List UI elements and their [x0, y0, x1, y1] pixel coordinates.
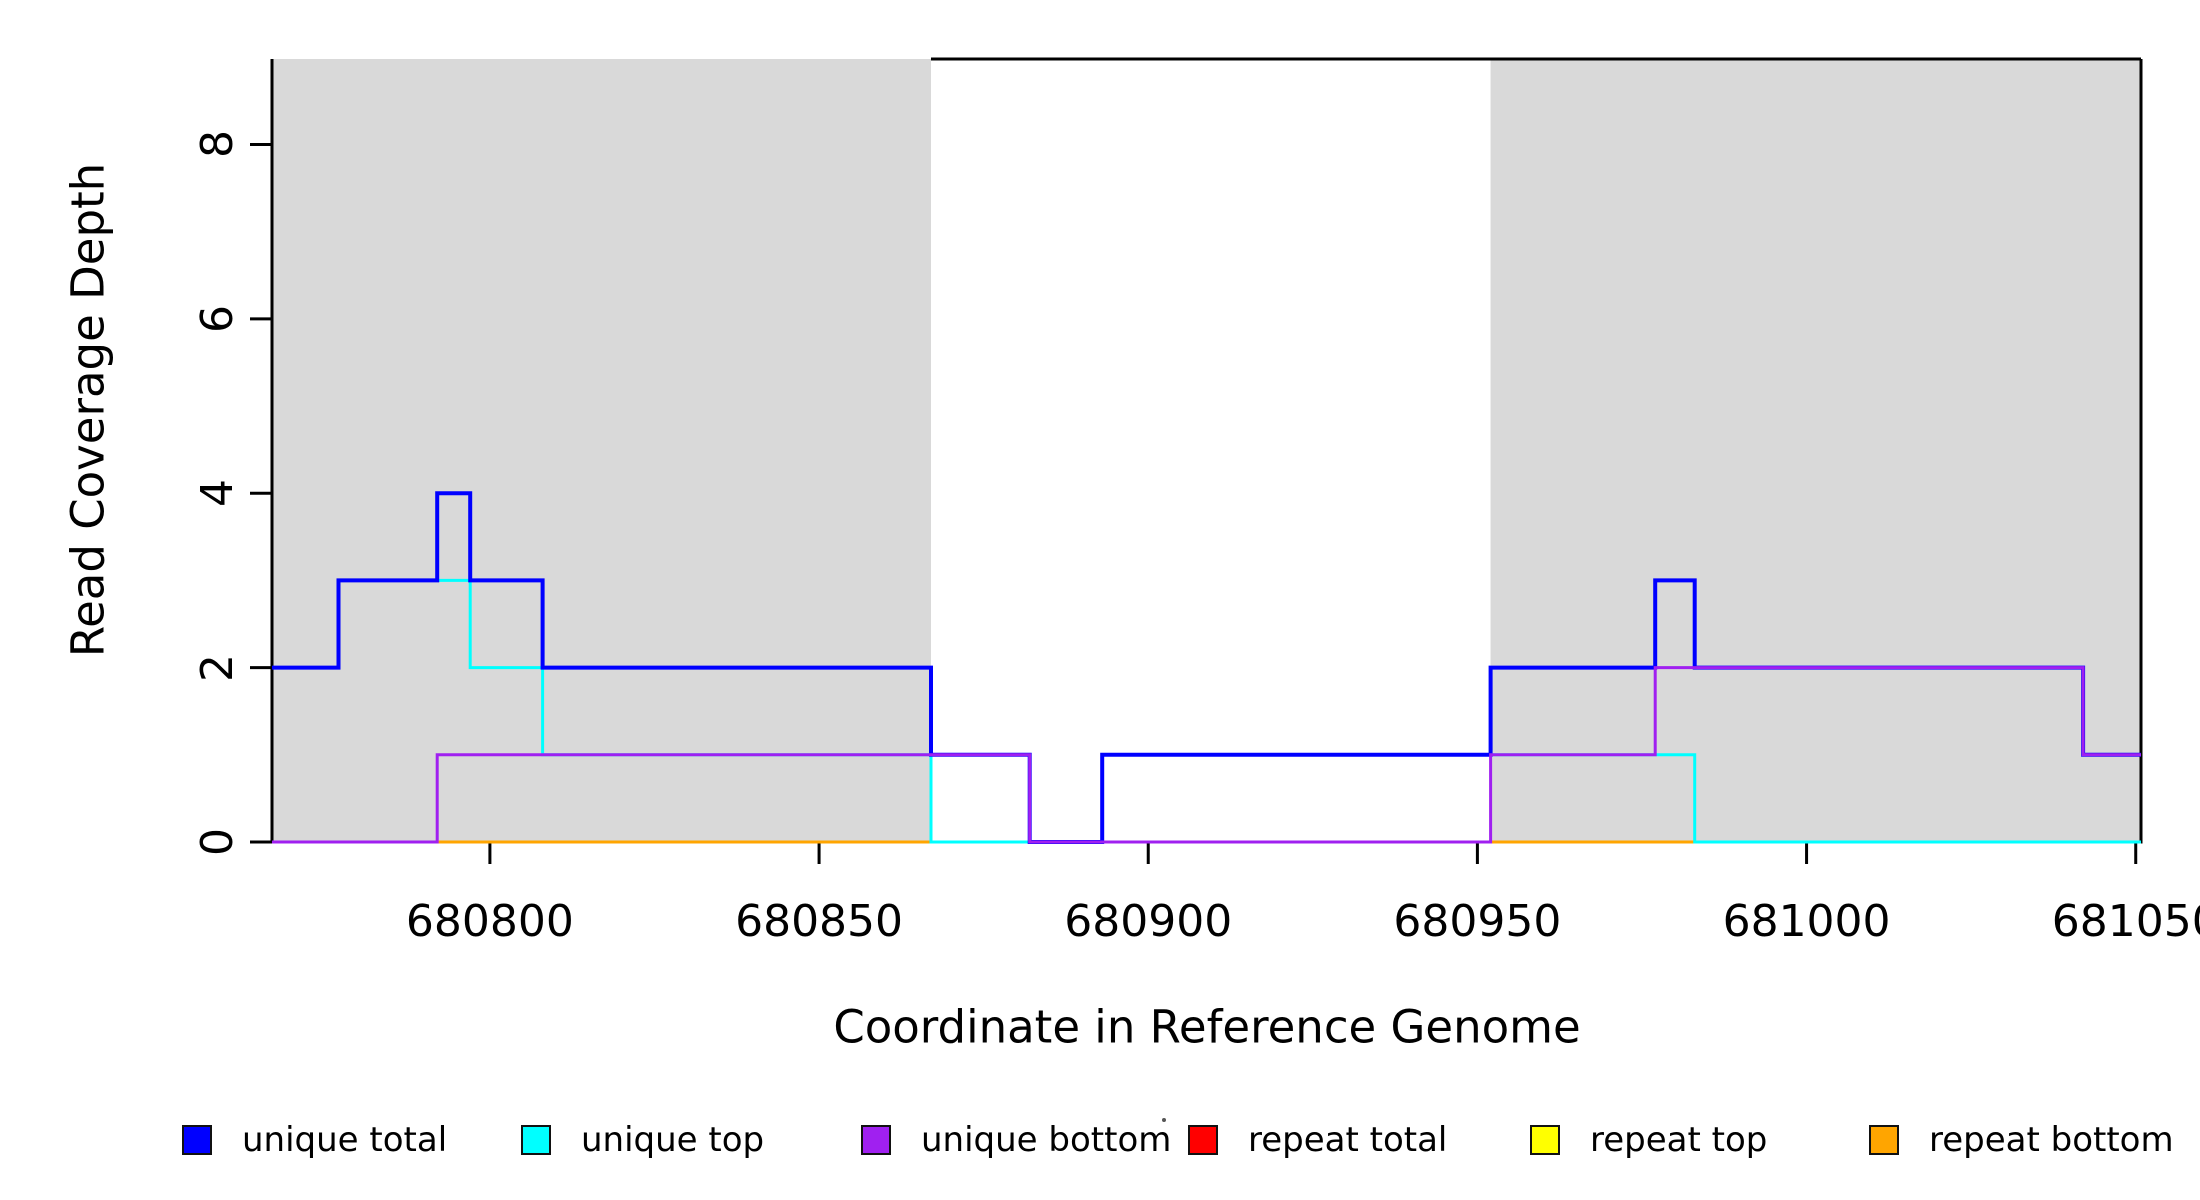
x-tick-label-680900: 680900 [1064, 896, 1233, 947]
legend-item-unique-top: unique top [521, 1120, 764, 1160]
legend-item-repeat-total: repeat total [1188, 1120, 1447, 1160]
legend-label-repeat-total: repeat total [1248, 1120, 1448, 1160]
legend-label-unique-top: unique top [581, 1120, 765, 1160]
legend-swatch-repeat-total [1188, 1125, 1218, 1155]
legend-label-unique-total: unique total [242, 1120, 448, 1160]
legend-item-unique-bottom: unique bottom [861, 1120, 1171, 1160]
x-axis-title: Coordinate in Reference Genome [833, 1000, 1581, 1054]
y-tick-label-0: 0 [191, 828, 243, 856]
legend-swatch-repeat-top [1530, 1125, 1560, 1155]
y-tick-label-2: 2 [191, 653, 243, 682]
series-line-unique-bottom [272, 666, 2141, 844]
legend-label-repeat-bottom: repeat bottom [1929, 1120, 2174, 1160]
y-tick-label-8: 8 [191, 130, 243, 159]
legend-item-repeat-bottom: repeat bottom [1869, 1120, 2174, 1160]
x-tick-label-680850: 680850 [735, 896, 904, 947]
x-tick-label-681000: 681000 [1722, 896, 1891, 947]
legend-item-unique-total: unique total [182, 1120, 447, 1160]
legend-swatch-unique-bottom [861, 1125, 891, 1155]
legend-item-repeat-top: repeat top [1530, 1120, 1767, 1160]
legend-label-unique-bottom: unique bottom [921, 1120, 1172, 1160]
y-tick-label-6: 6 [191, 304, 243, 333]
y-tick-label-4: 4 [191, 479, 243, 508]
x-tick-label-680950: 680950 [1393, 896, 1562, 947]
repeat-region-left-shading [272, 59, 931, 842]
stray-ink-dot [1162, 1118, 1166, 1122]
repeat-region-right-shading [1490, 59, 2141, 842]
legend-swatch-unique-total [182, 1125, 212, 1155]
legend-label-repeat-top: repeat top [1590, 1120, 1768, 1160]
y-axis-title: Read Coverage Depth [61, 162, 115, 658]
x-tick-label-680800: 680800 [405, 896, 574, 947]
legend-swatch-repeat-bottom [1869, 1125, 1899, 1155]
legend-swatch-unique-top [521, 1125, 551, 1155]
